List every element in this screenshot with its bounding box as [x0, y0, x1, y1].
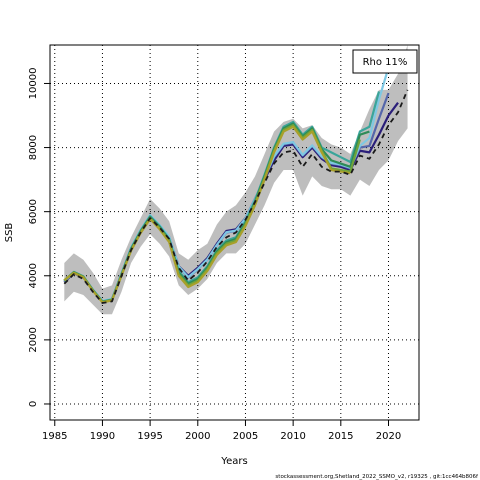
series-line-5: [63, 91, 381, 303]
footnote: stockassessment.org,Shetland_2022_SSMO_v…: [275, 474, 479, 480]
x-tick-label: 2020: [376, 431, 401, 442]
x-tick-label: 2015: [328, 431, 353, 442]
series-line-1: [63, 89, 409, 304]
x-axis-title: Years: [220, 456, 247, 467]
series-line-3: [63, 92, 390, 303]
x-tick-label: 2005: [233, 431, 258, 442]
x-tick-label: 2010: [280, 431, 305, 442]
y-axis-title: SSB: [4, 223, 15, 243]
x-tick-label: 1985: [42, 431, 67, 442]
y-tick-label: 2000: [28, 327, 39, 352]
confidence-band: [64, 45, 408, 315]
legend: Rho 11%: [352, 49, 418, 74]
x-axis: 1985 1990 1995 2000 2005 2010 2015 2020: [42, 419, 401, 442]
legend-box: [352, 49, 418, 74]
series-line-2: [63, 102, 399, 303]
y-tick-label: 0: [28, 401, 39, 407]
confidence-band-layer: [64, 45, 408, 315]
y-tick-label: 8000: [28, 135, 39, 160]
y-tick-label: 4000: [28, 263, 39, 288]
series-layer: [63, 67, 409, 304]
series-line-6: [63, 122, 370, 303]
grid-layer: [50, 45, 419, 420]
x-tick-label: 1995: [137, 431, 162, 442]
x-tick-label: 1990: [90, 431, 115, 442]
legend-rho-text: Rho 11%: [363, 57, 408, 68]
x-tick-label: 2000: [185, 431, 210, 442]
y-tick-label: 10000: [28, 68, 39, 100]
y-tick-label: 6000: [28, 199, 39, 224]
y-axis: 0 2000 4000 6000 8000 10000: [28, 68, 51, 407]
